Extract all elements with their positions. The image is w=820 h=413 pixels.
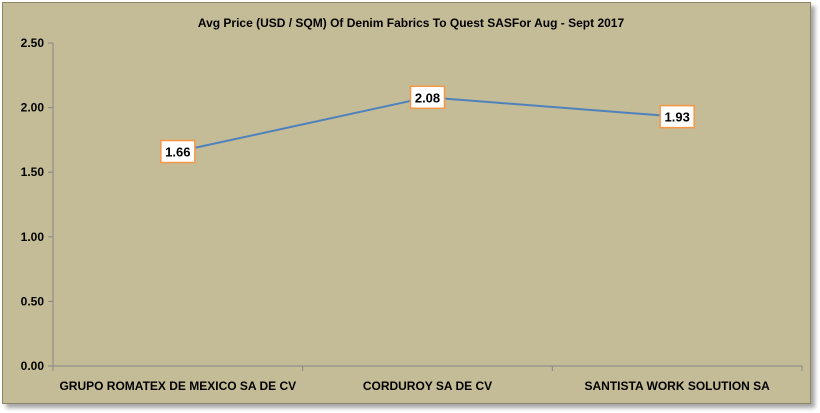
y-tick-label: 1.00 [21, 230, 45, 244]
y-tick-label: 2.50 [21, 36, 45, 50]
data-label: 2.08 [409, 85, 446, 110]
data-label: 1.66 [160, 139, 196, 164]
data-label-text: 2.08 [415, 90, 440, 105]
x-category-label: GRUPO ROMATEX DE MEXICO SA DE CV [59, 379, 296, 393]
y-tick-label: 0.50 [21, 294, 45, 308]
x-axis-categories: GRUPO ROMATEX DE MEXICO SA DE CV CORDUROY… [52, 366, 803, 393]
data-label-text: 1.66 [165, 145, 190, 160]
y-tick-label: 1.50 [21, 165, 45, 179]
line-chart: Avg Price (USD / SQM) Of Denim Fabrics T… [21, 16, 803, 393]
data-label: 1.93 [659, 104, 695, 129]
data-labels: 1.66 2.08 1.93 [160, 85, 695, 164]
y-tick-label: 0.00 [21, 359, 45, 373]
chart-area: Avg Price (USD / SQM) Of Denim Fabrics T… [2, 2, 811, 404]
x-category-label: SANTISTA WORK SOLUTION SA [585, 379, 771, 393]
data-label-box [409, 85, 446, 110]
data-label-text: 1.93 [665, 110, 690, 125]
data-label-box [160, 139, 196, 164]
x-category-label: CORDUROY SA DE CV [363, 379, 492, 393]
y-axis-ticks: 0.00 0.50 1.00 1.50 2.00 2.50 [21, 36, 53, 373]
chart-title: Avg Price (USD / SQM) Of Denim Fabrics T… [198, 16, 625, 30]
y-tick-label: 2.00 [21, 101, 45, 115]
data-label-box [659, 104, 695, 129]
